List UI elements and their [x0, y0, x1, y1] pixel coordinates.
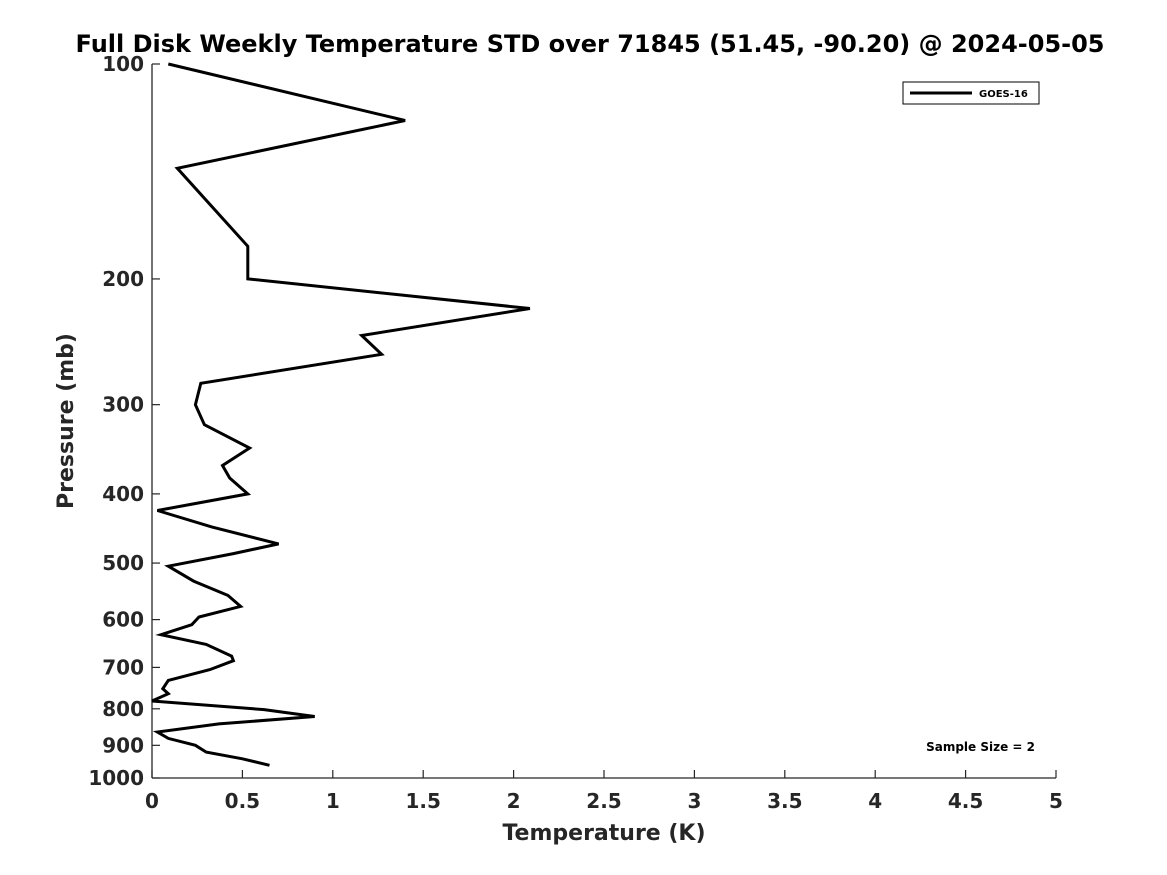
x-tick-label: 4.5 — [948, 789, 983, 813]
plot-axes — [151, 64, 1056, 779]
x-tick-label: 2 — [507, 789, 521, 813]
y-axis-ticks: 100 200 300 400 500 600 700 800 900 1000 — [88, 52, 160, 790]
y-tick-label: 200 — [102, 267, 144, 291]
x-axis-ticks: 0 0.5 1 1.5 2 2.5 3 3.5 4 4.5 5 — [145, 770, 1063, 813]
sample-size-annotation: Sample Size = 2 — [926, 740, 1035, 754]
x-tick-label: 3.5 — [767, 789, 802, 813]
x-tick-label: 4 — [868, 789, 882, 813]
y-tick-label: 300 — [102, 393, 144, 417]
y-tick-label: 600 — [102, 608, 144, 632]
y-tick-label: 700 — [102, 655, 144, 679]
x-tick-label: 2.5 — [586, 789, 621, 813]
y-tick-label: 500 — [102, 551, 144, 575]
x-axis-label: Temperature (K) — [502, 821, 705, 846]
x-tick-label: 1.5 — [405, 789, 440, 813]
x-tick-label: 3 — [687, 789, 701, 813]
y-tick-label: 400 — [102, 482, 144, 506]
y-tick-label: 900 — [102, 733, 144, 757]
x-tick-label: 0 — [145, 789, 159, 813]
x-tick-label: 5 — [1049, 789, 1063, 813]
x-tick-label: 1 — [326, 789, 340, 813]
y-axis-label: Pressure (mb) — [54, 333, 79, 509]
y-tick-label: 100 — [102, 52, 144, 76]
series-line-goes-16 — [151, 62, 531, 767]
series-layer — [151, 62, 531, 767]
y-tick-label: 1000 — [88, 766, 144, 790]
legend: GOES-16 — [902, 81, 1040, 105]
legend-label-goes-16: GOES-16 — [979, 89, 1028, 100]
chart-title: Full Disk Weekly Temperature STD over 71… — [76, 30, 1105, 58]
x-tick-label: 0.5 — [225, 789, 260, 813]
y-tick-label: 800 — [102, 697, 144, 721]
